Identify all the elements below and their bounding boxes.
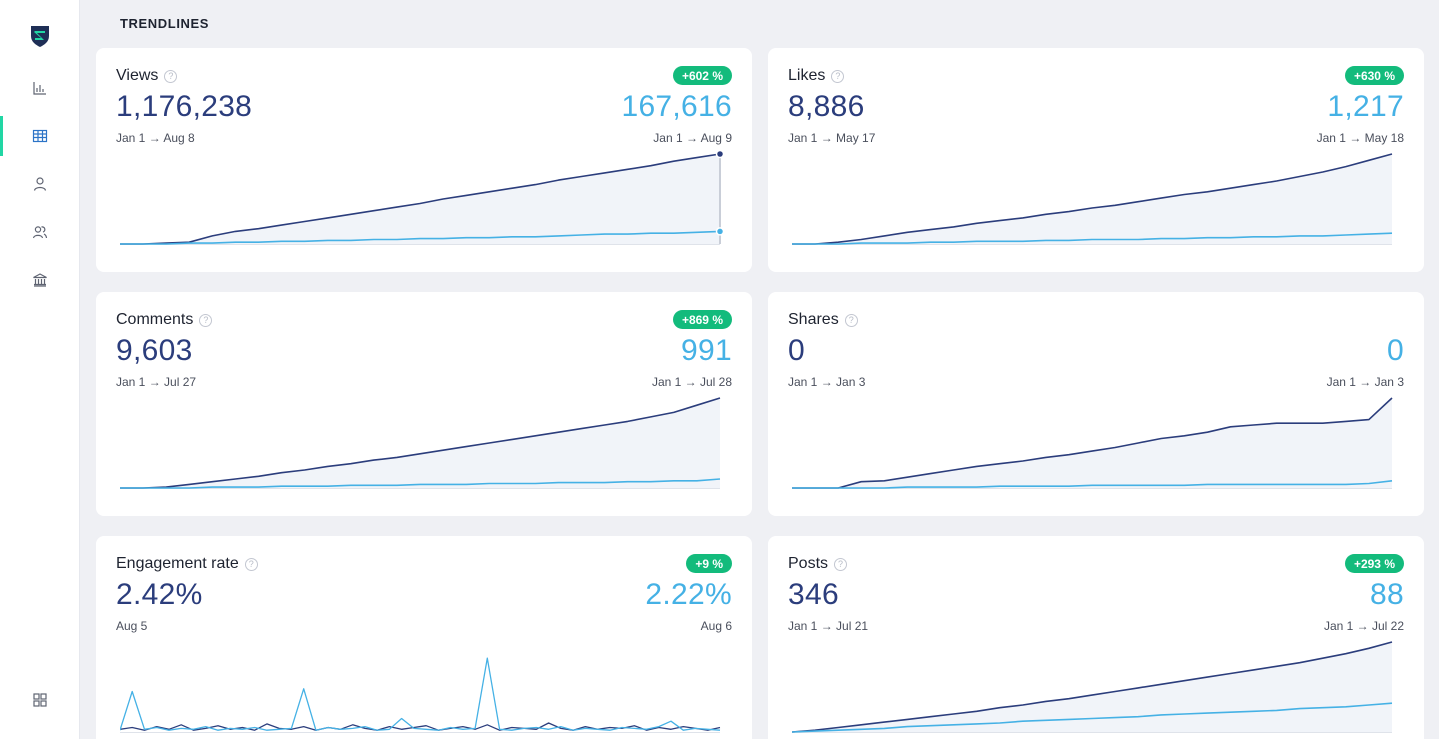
help-icon[interactable]: ? [844,313,858,327]
card-title: Comments? [116,311,213,329]
card-title-text: Posts [788,555,829,572]
series-area [792,642,1392,732]
series-area [792,398,1392,488]
hover-dot-recent [715,227,725,236]
sidebar [0,0,80,739]
recent-value: 88 [1370,578,1404,611]
series-line-total [792,641,1393,733]
section-title: TRENDLINES [120,16,210,31]
growth-badge: +869 % [672,310,732,329]
help-icon[interactable]: ? [199,313,213,327]
nav-trendlines[interactable] [0,116,80,156]
nav-audience[interactable] [0,212,80,252]
card-comments: Comments? +869 % 9,603 991 Jan 1 → Jul 2… [96,292,752,516]
total-value: 0 [788,334,805,367]
growth-badge: +293 % [1344,554,1404,573]
bar-chart-icon [33,82,46,95]
recent-value: 991 [681,334,732,367]
nav-institution[interactable] [0,260,80,300]
help-icon[interactable]: ? [834,557,848,571]
total-range: Aug 5 [116,619,148,633]
recent-range: Jan 1 → Jul 28 [651,375,732,389]
total-value: 2.42% [116,578,203,611]
series-area [120,154,720,244]
card-engagement-rate: Engagement rate? +9 % 2.42% 2.22% Aug 5 … [96,536,752,739]
total-range: Jan 1 → May 17 [788,131,876,145]
card-title: Engagement rate? [116,555,258,573]
card-posts: Posts? +293 % 346 88 Jan 1 → Jul 21 Jan … [768,536,1424,739]
card-title-text: Engagement rate [116,555,239,572]
series-line-recent [792,702,1393,733]
nav-analytics[interactable] [0,68,80,108]
growth-badge: +9 % [686,554,732,573]
nav-profile[interactable] [0,164,80,204]
user-icon [33,177,47,191]
total-value: 9,603 [116,334,193,367]
total-range: Jan 1 → Jul 27 [116,375,197,389]
views-chart[interactable] [120,148,728,248]
card-title-text: Shares [788,311,839,328]
series-area [120,398,720,488]
shares-chart[interactable] [792,392,1400,492]
series-line-total [120,397,721,489]
card-title: Shares? [788,311,858,329]
card-views: Views? +602 % 1,176,238 167,616 Jan 1 → … [96,48,752,272]
table-icon [32,129,48,143]
series-line-total [792,397,1393,489]
card-title-text: Likes [788,67,826,84]
card-title: Likes? [788,67,845,85]
hover-dot-total [715,149,725,159]
recent-range: Jan 1 → Jan 3 [1326,375,1404,389]
series-line-recent [120,478,721,489]
grid-icon [33,693,47,707]
help-icon[interactable]: ? [831,69,845,83]
help-icon[interactable]: ? [164,69,178,83]
recent-value: 167,616 [621,90,732,123]
card-title-text: Comments [116,311,194,328]
series-line-recent [792,232,1393,245]
card-shares: Shares? 0 0 Jan 1 → Jan 3 Jan 1 → Jan 3 [768,292,1424,516]
recent-range: Aug 6 [700,619,732,633]
shield-logo-icon[interactable] [30,24,50,48]
card-title-text: Views [116,67,159,84]
nav-apps[interactable] [0,680,80,720]
growth-badge: +630 % [1344,66,1404,85]
card-title: Posts? [788,555,848,573]
posts-chart[interactable] [792,636,1400,736]
bank-icon [33,273,47,287]
total-range: Jan 1 → Aug 8 [116,131,195,145]
total-value: 346 [788,578,839,611]
recent-range: Jan 1 → Jul 22 [1323,619,1404,633]
series-area [792,154,1392,244]
recent-value: 1,217 [1327,90,1404,123]
series-line-total [120,153,721,245]
comments-chart[interactable] [120,392,728,492]
card-title: Views? [116,67,178,85]
growth-badge: +602 % [672,66,732,85]
card-likes: Likes? +630 % 8,886 1,217 Jan 1 → May 17… [768,48,1424,272]
recent-value: 0 [1387,334,1404,367]
help-icon[interactable]: ? [244,557,258,571]
recent-range: Jan 1 → May 18 [1316,131,1404,145]
series-line-recent [792,480,1393,489]
likes-chart[interactable] [792,148,1400,248]
recent-value: 2.22% [645,578,732,611]
total-value: 8,886 [788,90,865,123]
recent-range: Jan 1 → Aug 9 [653,131,732,145]
series-line-total [792,153,1393,245]
total-range: Jan 1 → Jul 21 [788,619,869,633]
total-value: 1,176,238 [116,90,253,123]
series-line-recent [120,657,721,731]
engagement-rate-chart[interactable] [120,636,728,736]
users-icon [32,226,48,239]
series-line-recent [120,230,721,245]
total-range: Jan 1 → Jan 3 [788,375,866,389]
